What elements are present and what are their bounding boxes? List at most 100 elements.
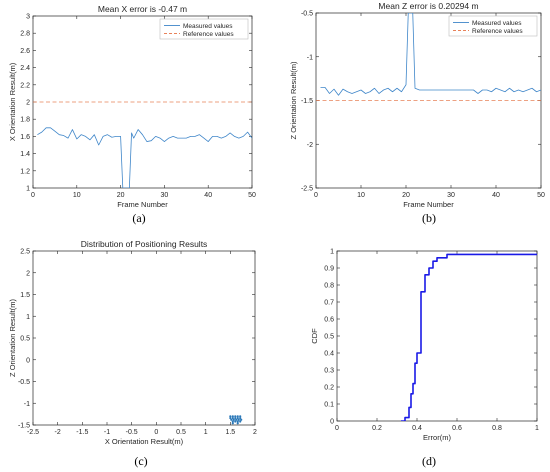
panel-caption: (d) — [422, 454, 436, 468]
data-point — [240, 418, 243, 421]
series-group — [33, 101, 252, 188]
x-axis-label: X Orientation Result(m) — [105, 437, 184, 446]
x-tick-label: 0 — [31, 192, 35, 199]
x-tick-label: 40 — [204, 192, 212, 199]
x-tick-label: 0.6 — [452, 425, 462, 432]
data-point — [230, 418, 233, 421]
x-tick-label: 0 — [314, 192, 318, 199]
x-axis-label: Error(m) — [423, 433, 451, 442]
x-tick-label: 1 — [204, 429, 208, 436]
data-point — [235, 418, 238, 421]
data-point — [236, 420, 239, 423]
panel-caption: (a) — [132, 211, 145, 225]
series-group — [316, 13, 541, 101]
x-tick-label: 30 — [447, 192, 455, 199]
y-tick-label: -1 — [307, 54, 313, 61]
y-tick-label: 0.1 — [324, 402, 334, 409]
data-point — [231, 415, 234, 418]
data-point — [239, 420, 242, 423]
y-tick-label: 0.8 — [324, 283, 334, 290]
data-point — [231, 422, 234, 425]
data-point — [234, 415, 237, 418]
x-tick-label: 30 — [161, 192, 169, 199]
y-tick-label: -1.5 — [18, 423, 30, 430]
x-tick-label: -2.5 — [27, 429, 39, 436]
data-point — [231, 420, 234, 423]
plot-area — [32, 250, 256, 426]
data-point — [234, 420, 237, 423]
y-tick-label: 2.6 — [20, 48, 30, 55]
y-axis-label: Z Orientation Result(m) — [289, 61, 298, 139]
data-point — [231, 416, 234, 420]
x-tick-label: -0.5 — [126, 429, 138, 436]
legend-entry: Measured values — [472, 20, 522, 27]
y-tick-label: 0 — [330, 419, 334, 426]
chart-title: Distribution of Positioning Results — [81, 239, 208, 249]
chart-title: Mean X error is -0.47 m — [98, 4, 187, 14]
y-tick-label: 2 — [26, 100, 30, 107]
x-tick-label: 50 — [537, 192, 545, 199]
y-tick-label: 0.5 — [20, 336, 30, 343]
y-tick-label: 2 — [26, 270, 30, 277]
y-tick-label: -0.5 — [18, 379, 30, 386]
data-point — [229, 415, 232, 418]
series-group — [229, 415, 243, 425]
y-tick-label: 1.5 — [20, 292, 30, 299]
y-tick-label: 1.6 — [20, 134, 30, 141]
y-tick-label: 0.4 — [324, 351, 334, 358]
y-tick-label: -1.5 — [301, 98, 313, 105]
x-tick-label: -2 — [55, 429, 61, 436]
data-point — [236, 416, 239, 420]
y-tick-label: -1 — [24, 401, 30, 408]
legend-entry: Reference values — [183, 31, 234, 38]
series-group — [401, 253, 537, 421]
x-tick-label: 20 — [402, 192, 410, 199]
legend-entry: Measured values — [183, 23, 233, 30]
data-point — [234, 416, 237, 420]
x-axis-label: Frame Number — [117, 200, 168, 209]
x-tick-label: 2 — [253, 429, 257, 436]
y-axis-label: Z Orientation Result(m) — [8, 299, 17, 377]
x-tick-label: 1.5 — [225, 429, 235, 436]
x-tick-label: 50 — [248, 192, 256, 199]
y-tick-label: 0.2 — [324, 385, 334, 392]
x-tick-label: 1 — [535, 425, 539, 432]
panel-c: -2.5 -2 -1.5 -1 -0.5 0 0.5 1 1.5 2 -1.5 -1 -0.5 0 0.5 1… — [8, 239, 257, 468]
y-tick-label: -2 — [307, 142, 313, 149]
data-point — [229, 416, 232, 420]
y-tick-label: 1 — [26, 314, 30, 321]
legend-box — [159, 18, 249, 40]
measured-line — [37, 127, 252, 188]
y-tick-label: 1.2 — [20, 168, 30, 175]
y-tick-label: 1 — [330, 249, 334, 256]
x-tick-label: 40 — [492, 192, 500, 199]
data-point — [237, 418, 240, 421]
x-tick-label: 20 — [117, 192, 125, 199]
y-tick-label: 2.8 — [20, 31, 30, 38]
panel-caption: (b) — [422, 211, 436, 225]
panel-a: 0 10 20 30 40 50 1 1.2 1.4 1.6 1.8 2 2.2 2.4 2.6 2.8 3 Me… — [8, 4, 256, 225]
data-point — [239, 415, 242, 418]
x-axis-label: Frame Number — [403, 200, 454, 209]
x-tick-label: -1.5 — [76, 429, 88, 436]
x-tick-label: 0 — [154, 429, 158, 436]
y-tick-label: 1.4 — [20, 151, 30, 158]
data-point — [236, 422, 239, 425]
x-tick-label: 0 — [335, 425, 339, 432]
y-tick-label: -0.5 — [301, 11, 313, 18]
y-tick-label: 1.8 — [20, 117, 30, 124]
y-tick-label: 3 — [26, 14, 30, 21]
y-axis-label: X Orientation Result(m) — [8, 62, 17, 141]
y-tick-label: 0.9 — [324, 266, 334, 273]
data-point — [239, 416, 242, 420]
y-tick-label: 2.4 — [20, 65, 30, 72]
y-tick-label: 1 — [26, 186, 30, 193]
legend-entry: Reference values — [472, 28, 523, 35]
plot-area — [336, 250, 538, 422]
y-tick-label: 2.5 — [20, 249, 30, 256]
y-tick-label: 0.5 — [324, 334, 334, 341]
legend-box — [448, 15, 538, 37]
